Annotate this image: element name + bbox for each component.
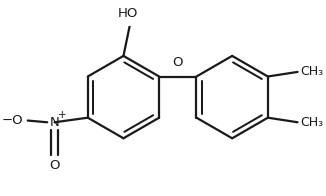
Text: CH₃: CH₃ bbox=[300, 65, 323, 78]
Text: −O: −O bbox=[2, 114, 23, 127]
Text: HO: HO bbox=[117, 7, 138, 20]
Text: O: O bbox=[49, 159, 60, 172]
Text: O: O bbox=[172, 56, 183, 69]
Text: CH₃: CH₃ bbox=[300, 116, 323, 129]
Text: +: + bbox=[58, 110, 67, 120]
Text: N: N bbox=[50, 116, 59, 129]
